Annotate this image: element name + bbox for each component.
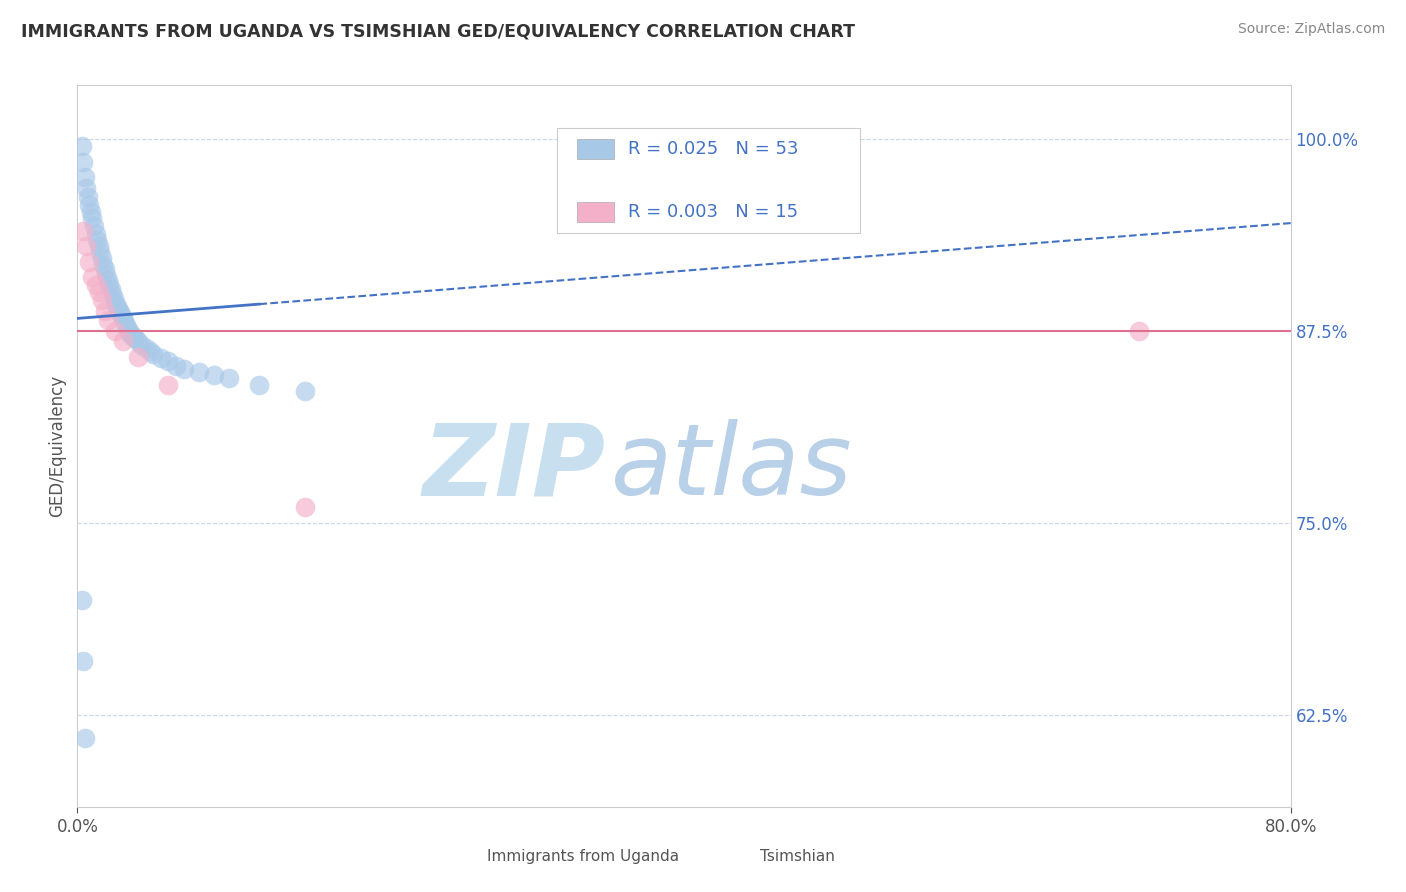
Point (173, 362, 195, 376)
Point (84, 277, 107, 292)
Point (94, 268, 117, 283)
Point (187, 365, 209, 379)
Point (72, 154, 94, 169)
Point (91, 258, 114, 272)
Point (165, 359, 187, 373)
FancyBboxPatch shape (578, 139, 613, 159)
Point (127, 350, 149, 364)
Text: IMMIGRANTS FROM UGANDA VS TSIMSHIAN GED/EQUIVALENCY CORRELATION CHART: IMMIGRANTS FROM UGANDA VS TSIMSHIAN GED/… (21, 22, 855, 40)
Point (108, 305, 131, 319)
Point (202, 368, 225, 383)
Point (75, 180, 97, 194)
Point (77, 190, 100, 204)
Point (115, 318, 138, 332)
Point (139, 343, 162, 358)
Point (124, 331, 146, 345)
Point (294, 500, 316, 515)
Point (89, 245, 111, 260)
Point (157, 377, 180, 392)
Point (72, 224, 94, 238)
Point (117, 320, 139, 334)
Point (72, 654, 94, 668)
Text: R = 0.025   N = 53: R = 0.025 N = 53 (628, 140, 799, 158)
Point (294, 384, 316, 398)
Y-axis label: GED/Equivalency: GED/Equivalency (48, 375, 66, 517)
FancyBboxPatch shape (447, 849, 478, 865)
Text: atlas: atlas (612, 419, 853, 516)
Point (111, 311, 134, 326)
Point (82, 211, 104, 226)
Point (80, 205, 103, 219)
Point (87, 285, 110, 300)
FancyBboxPatch shape (578, 202, 613, 222)
Point (118, 324, 141, 338)
Point (104, 296, 127, 310)
Text: ZIP: ZIP (422, 419, 605, 516)
Point (247, 377, 270, 392)
Point (120, 326, 142, 341)
Point (103, 292, 125, 306)
Point (84, 227, 107, 241)
Text: R = 0.003   N = 15: R = 0.003 N = 15 (628, 202, 799, 221)
Point (101, 286, 124, 301)
Point (142, 347, 165, 361)
Point (110, 309, 132, 323)
Point (135, 341, 157, 355)
Point (79, 197, 101, 211)
Point (70, 592, 93, 607)
Point (218, 371, 240, 385)
Point (112, 314, 135, 328)
Point (98, 277, 121, 292)
Point (93, 262, 115, 277)
FancyBboxPatch shape (557, 128, 860, 233)
Text: Tsimshian: Tsimshian (761, 849, 835, 863)
Point (157, 354, 180, 368)
Point (73, 169, 96, 184)
Point (105, 299, 128, 313)
FancyBboxPatch shape (720, 849, 751, 865)
Text: Source: ZipAtlas.com: Source: ZipAtlas.com (1237, 22, 1385, 37)
Point (73, 731, 96, 745)
Point (149, 351, 172, 366)
Point (86, 233, 108, 247)
Point (90, 252, 112, 266)
Point (97, 273, 120, 287)
Point (127, 334, 149, 349)
Point (75, 239, 97, 253)
Point (90, 293, 112, 307)
Point (97, 313, 120, 327)
Point (87, 239, 110, 253)
Point (83, 219, 105, 234)
Point (121, 328, 143, 343)
Point (122, 330, 145, 344)
Point (104, 324, 127, 338)
Point (129, 337, 152, 351)
Point (79, 254, 101, 268)
Point (82, 269, 104, 284)
Point (70, 139, 93, 153)
Point (100, 282, 122, 296)
Point (107, 302, 129, 317)
Point (1128, 324, 1150, 338)
Point (93, 303, 115, 318)
Point (111, 334, 134, 349)
Text: Immigrants from Uganda: Immigrants from Uganda (488, 849, 679, 863)
